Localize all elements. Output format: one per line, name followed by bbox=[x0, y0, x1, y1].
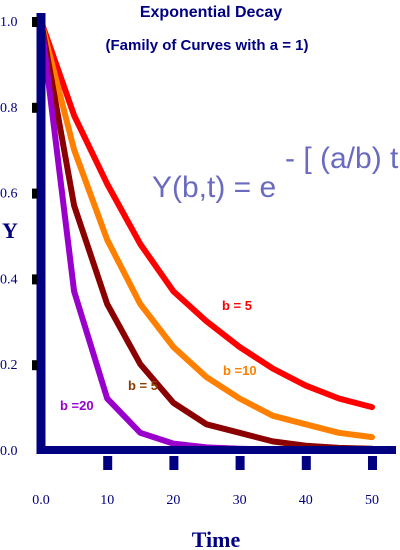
curve-labels-group: b = 5 b =10 b = 5 b =20 bbox=[60, 298, 257, 413]
y-tick-mark bbox=[32, 102, 37, 113]
y-tick-mark bbox=[32, 188, 37, 199]
x-tick-label: 30 bbox=[233, 493, 247, 508]
x-tick-mark bbox=[235, 456, 245, 470]
formula-text: Y(b,t) = e bbox=[152, 171, 276, 204]
y-tick-label: 0.6 bbox=[0, 187, 18, 202]
curve-label-orange: b =10 bbox=[223, 363, 257, 378]
x-tick-label: 20 bbox=[166, 493, 180, 508]
formula-exponent: - [ (a/b) t ] bbox=[285, 142, 400, 175]
y-tick-mark bbox=[32, 17, 37, 27]
y-tick-mark bbox=[32, 274, 37, 285]
x-tick-label: 50 bbox=[365, 493, 379, 508]
y-tick-label: 0.4 bbox=[0, 272, 18, 287]
y-tick-label: 0.0 bbox=[0, 444, 18, 459]
x-tick-label: 10 bbox=[100, 493, 114, 508]
curve-series-1 bbox=[38, 18, 375, 441]
y-tick-label: 1.0 bbox=[0, 15, 18, 30]
x-axis-label: Time bbox=[192, 527, 241, 550]
x-tick-mark bbox=[368, 456, 377, 470]
curves-group bbox=[38, 18, 375, 453]
x-tick-label: 0.0 bbox=[32, 493, 50, 508]
curve-series-0 bbox=[38, 18, 375, 411]
axes-group: 0.0 0.2 0.4 0.6 0.8 1.0 0.0 10 20 30 40 50 bbox=[0, 13, 396, 508]
y-tick-label: 0.2 bbox=[0, 358, 18, 373]
y-tick-label: 0.8 bbox=[0, 101, 18, 116]
y-axis-label: Y bbox=[2, 218, 18, 243]
curve-label-red: b = 5 bbox=[222, 298, 252, 313]
curve-series-3 bbox=[38, 18, 375, 453]
x-tick-mark bbox=[301, 456, 311, 470]
chart-title: Exponential Decay bbox=[140, 4, 282, 21]
curve-label-purple: b =20 bbox=[60, 398, 94, 413]
curve-label-darkred: b = 5 bbox=[128, 378, 158, 393]
x-tick-label: 40 bbox=[299, 493, 313, 508]
x-tick-mark bbox=[169, 456, 179, 470]
curve-series-2 bbox=[38, 18, 375, 452]
chart-subtitle: (Family of Curves with a = 1) bbox=[106, 37, 309, 54]
x-tick-mark bbox=[103, 456, 113, 470]
y-tick-mark bbox=[32, 360, 37, 371]
